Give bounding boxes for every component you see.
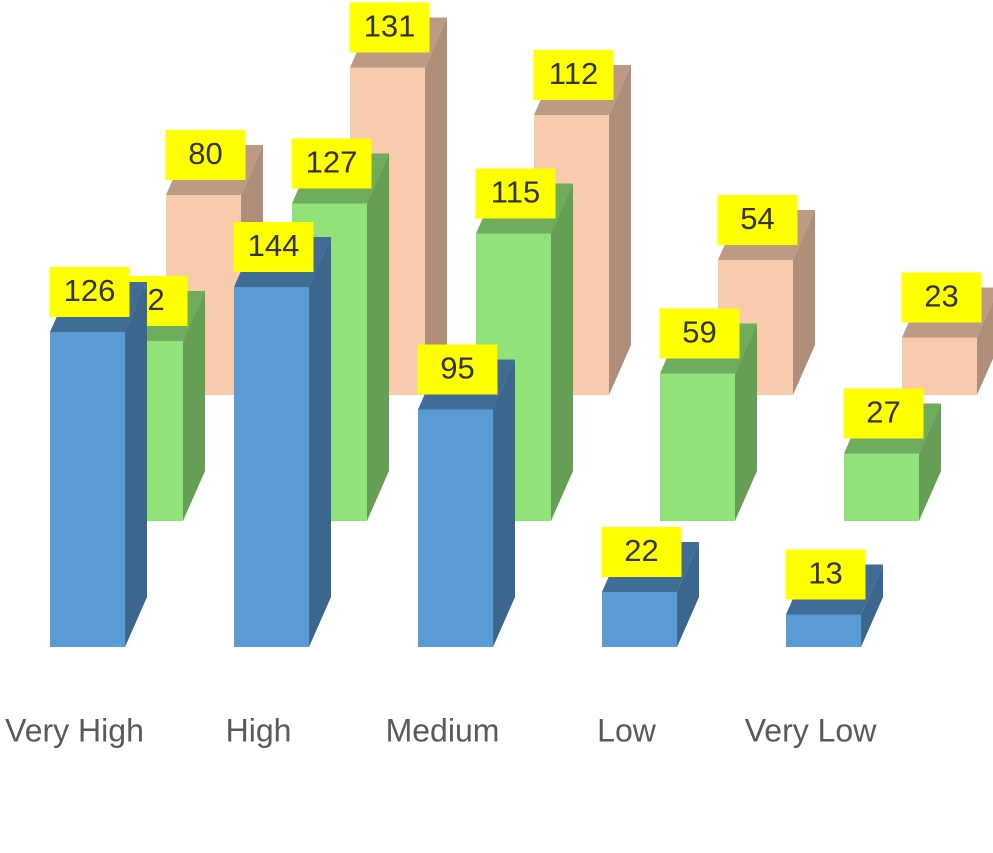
value-label-box [165,130,246,180]
bar-side [125,282,147,647]
bar-3d: 59 [659,308,757,521]
value-label-box [475,168,556,219]
value-label: 54 [740,201,774,236]
bar [602,592,677,647]
bar-side [919,403,941,521]
bar-side [977,301,993,395]
value-label: 27 [866,395,900,430]
value-label: 112 [549,56,598,91]
bar-side [493,359,515,647]
x-tick-label: High [226,712,292,748]
bar-side [677,542,699,647]
bar-side [367,153,389,521]
bar [50,332,125,647]
bar-3d: 95 [417,344,515,647]
bar [660,373,735,521]
bar [786,614,861,647]
value-label-box [533,50,614,100]
value-label: 131 [364,9,416,44]
value-label: 23 [924,279,958,314]
value-label: 80 [188,136,222,171]
value-label-box [349,2,430,53]
bar-side [309,237,331,647]
value-label: 13 [808,556,842,591]
value-label-box [601,527,682,577]
bar [234,287,309,647]
bar-side [609,65,631,395]
x-tick-label: Very Low [745,712,878,748]
x-tick-label: Low [597,712,657,748]
value-label-box [785,549,866,600]
bar [844,453,919,521]
value-label-box [49,267,130,317]
value-label-box [291,138,372,189]
value-label: 115 [491,175,540,210]
bar-side [793,210,815,395]
bar-3d: 22 [601,527,699,647]
value-label-box [233,222,314,272]
bar-side [183,291,205,521]
value-label-box [717,195,798,245]
bar-side [735,323,757,521]
bar-3d: 144 [233,222,331,647]
value-label: 59 [682,315,716,350]
bar [902,337,977,395]
bar-side [425,17,447,395]
value-label: 126 [64,273,116,308]
x-tick-label: Very High [5,712,144,748]
x-tick-label: Medium [386,712,500,748]
bar-side [551,183,573,521]
value-label-box [901,272,982,323]
bar-side [861,564,883,647]
value-label: 22 [624,533,658,568]
value-label-box [659,308,740,359]
value-label: 127 [306,145,358,180]
value-label-box [417,344,498,395]
bar-3d: 27 [843,388,941,521]
bar-3d: 13 [785,549,883,647]
value-label: 144 [248,228,300,263]
value-label: 95 [440,351,474,386]
value-label-box [843,388,924,439]
bar-3d: 23 [901,272,993,395]
bar-3d: 126 [49,267,147,647]
bar [418,409,493,647]
